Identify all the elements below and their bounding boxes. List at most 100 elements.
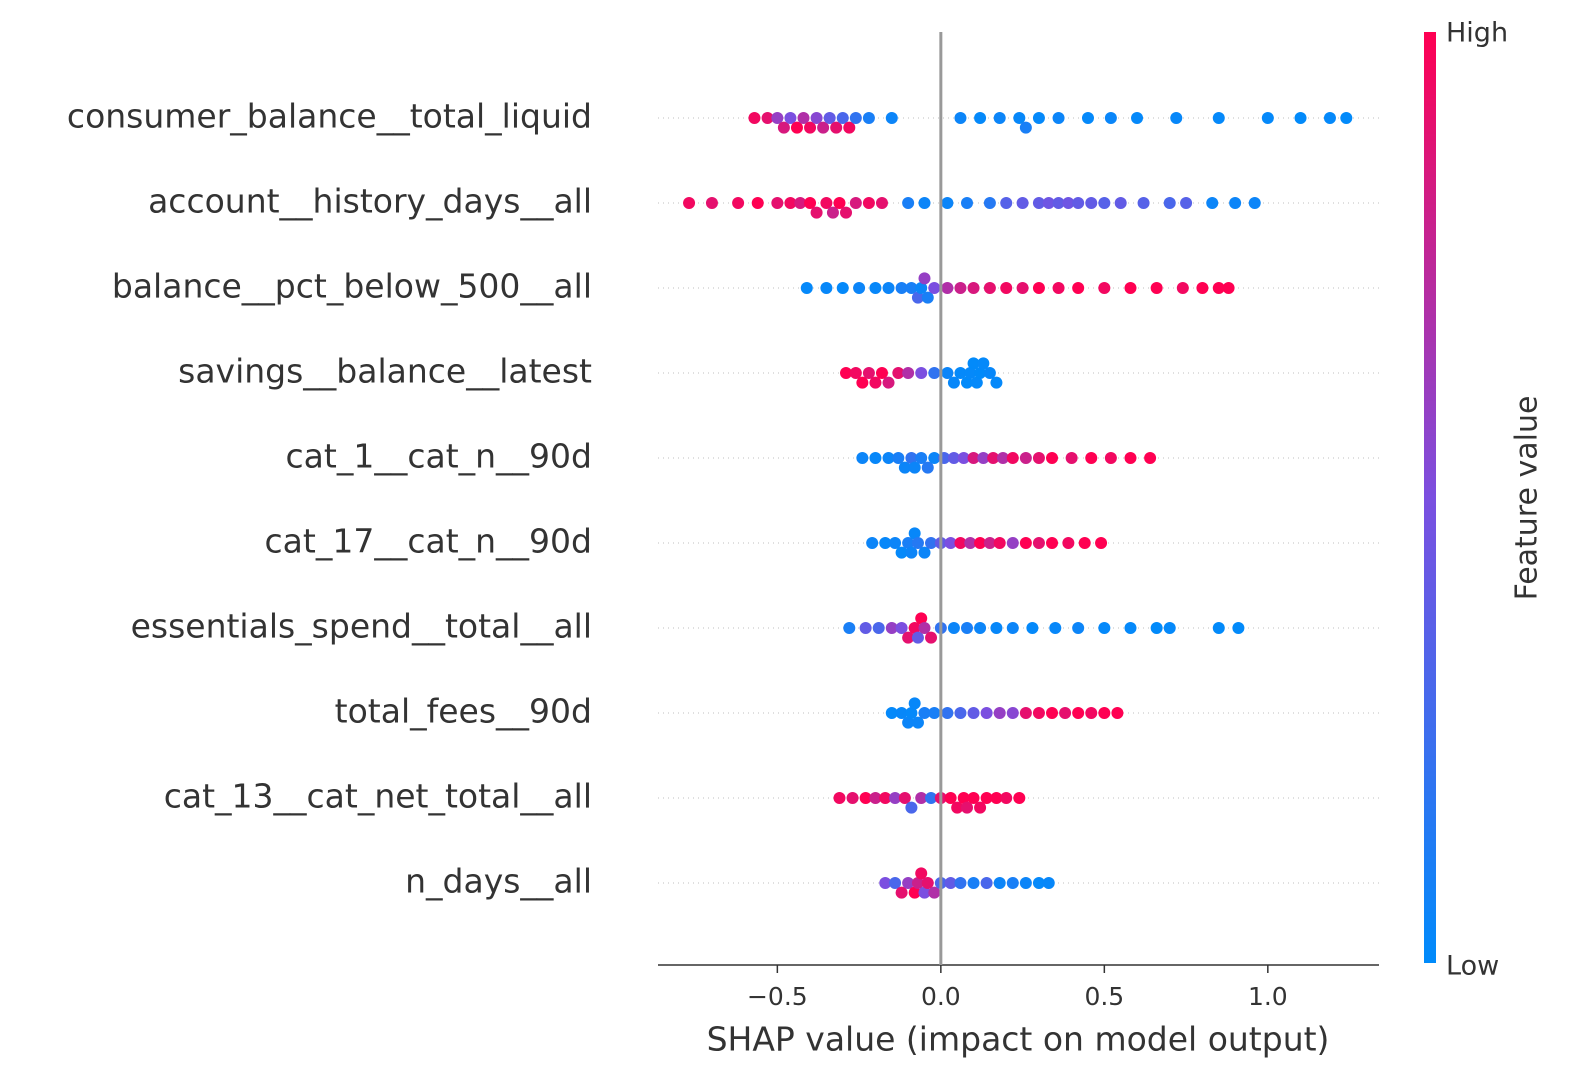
- point: [1032, 112, 1045, 124]
- point: [974, 112, 987, 124]
- point: [961, 376, 973, 389]
- point: [889, 792, 902, 804]
- point: [980, 707, 993, 719]
- point: [892, 367, 905, 379]
- point: [1114, 197, 1127, 209]
- point: [974, 622, 987, 634]
- point: [836, 282, 849, 294]
- point: [1062, 537, 1075, 549]
- point: [1006, 707, 1019, 719]
- point: [921, 291, 934, 304]
- point: [1019, 707, 1032, 719]
- point: [911, 537, 924, 549]
- point: [856, 452, 869, 464]
- point: [836, 112, 849, 124]
- point: [902, 197, 915, 209]
- point: [1000, 792, 1013, 804]
- point: [1032, 877, 1045, 889]
- point: [1046, 707, 1059, 719]
- point: [954, 367, 967, 379]
- point: [1032, 282, 1045, 294]
- point: [908, 697, 921, 710]
- point: [915, 792, 928, 804]
- point: [1019, 877, 1032, 889]
- point: [840, 206, 853, 219]
- point: [1176, 282, 1189, 294]
- point: [892, 452, 905, 464]
- point: [902, 367, 915, 379]
- point: [905, 801, 918, 814]
- point: [941, 707, 954, 719]
- point: [993, 112, 1006, 124]
- point: [862, 197, 875, 209]
- point: [983, 282, 996, 294]
- point: [964, 537, 977, 549]
- point: [977, 452, 990, 464]
- point: [1062, 197, 1075, 209]
- point: [840, 367, 853, 379]
- y-tick-label: n_days__all: [405, 862, 592, 901]
- point: [804, 121, 817, 134]
- point: [705, 197, 718, 209]
- point: [993, 707, 1006, 719]
- point: [983, 537, 996, 549]
- point: [820, 282, 833, 294]
- point: [1212, 112, 1225, 124]
- point: [947, 452, 960, 464]
- point: [990, 792, 1003, 804]
- point: [974, 801, 987, 814]
- point: [928, 367, 941, 379]
- point: [846, 792, 859, 804]
- point: [1006, 452, 1019, 464]
- point: [879, 537, 892, 549]
- point: [967, 707, 980, 719]
- point: [980, 792, 993, 804]
- point: [882, 376, 895, 389]
- point: [790, 121, 803, 134]
- point: [1104, 452, 1117, 464]
- point: [1016, 282, 1029, 294]
- point: [1065, 452, 1078, 464]
- point: [1150, 622, 1163, 634]
- point: [683, 197, 696, 209]
- point: [875, 367, 888, 379]
- point: [1046, 452, 1059, 464]
- colorbar-label: Feature value: [1510, 396, 1545, 601]
- point: [895, 546, 908, 559]
- point: [817, 121, 830, 134]
- point: [1124, 282, 1137, 294]
- point: [911, 716, 924, 729]
- point: [915, 282, 928, 294]
- point: [954, 877, 967, 889]
- point: [784, 197, 797, 209]
- point: [918, 197, 931, 209]
- point: [915, 367, 928, 379]
- point: [1042, 197, 1055, 209]
- y-tick-label: consumer_balance__total_liquid: [67, 97, 592, 136]
- point: [889, 877, 902, 889]
- point: [1104, 112, 1117, 124]
- point: [879, 877, 892, 889]
- point: [1052, 197, 1065, 209]
- point: [1006, 622, 1019, 634]
- point: [882, 282, 895, 294]
- point: [941, 197, 954, 209]
- y-tick-label: cat_1__cat_n__90d: [286, 437, 592, 476]
- point: [1261, 112, 1274, 124]
- point: [856, 376, 869, 389]
- point: [961, 801, 973, 814]
- point: [1046, 537, 1059, 549]
- point: [898, 461, 911, 474]
- point: [1098, 707, 1111, 719]
- point: [902, 877, 915, 889]
- point: [918, 707, 931, 719]
- point: [970, 376, 983, 389]
- point: [1049, 622, 1062, 634]
- point: [866, 537, 879, 549]
- point: [905, 452, 918, 464]
- x-tick-label: −0.5: [747, 982, 808, 1011]
- point: [1013, 792, 1026, 804]
- point: [967, 877, 980, 889]
- point: [895, 707, 908, 719]
